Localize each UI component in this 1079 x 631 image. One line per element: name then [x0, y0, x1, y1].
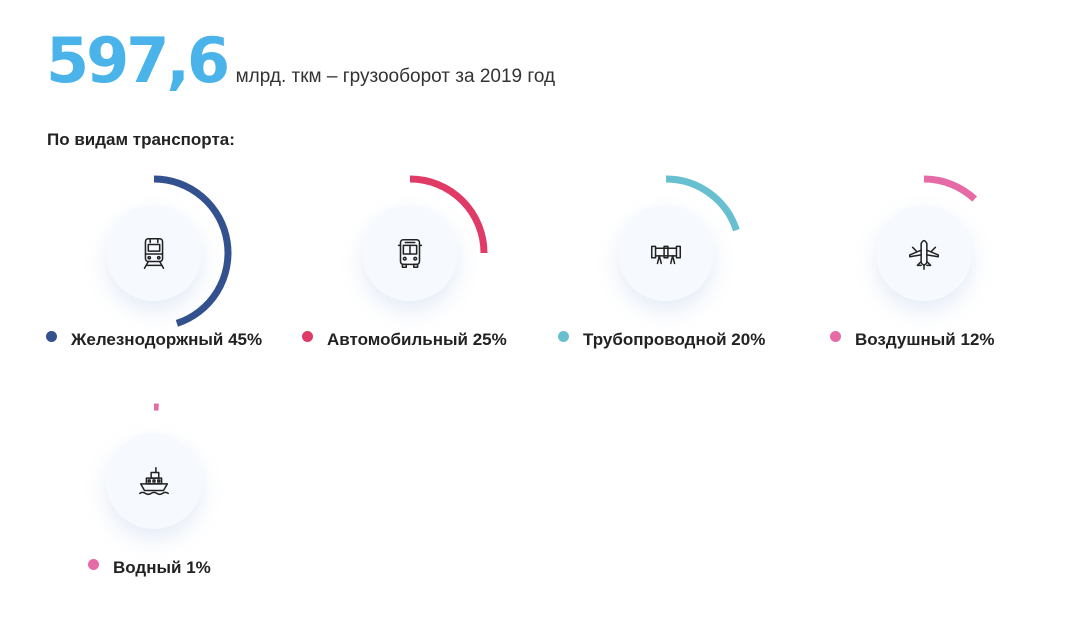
auto-legend-dot [302, 331, 313, 342]
auto-legend: Автомобильный 25% [302, 325, 532, 354]
rail-icon-circle [106, 205, 202, 301]
air-label: Воздушный [855, 330, 956, 349]
rail-label: Железнодоржный [71, 330, 224, 349]
pipeline-pct: 20% [731, 330, 766, 349]
water-icon-circle [106, 433, 202, 529]
auto-legend-text: Автомобильный 25% [327, 325, 507, 354]
rail-legend-dot [46, 331, 57, 342]
section-title: По видам транспорта: [47, 130, 235, 149]
water-pct: 1% [186, 558, 211, 577]
air-pct: 12% [960, 330, 995, 349]
rail-arc [153, 175, 232, 327]
pipeline-legend-text: Трубопроводной 20% [583, 325, 765, 354]
rail-pct: 45% [228, 330, 263, 349]
water-legend: Водный 1% [88, 553, 308, 582]
water-legend-dot [88, 559, 99, 570]
transport-item-rail: Железнодоржный 45% [46, 165, 296, 385]
pipeline-legend: Трубопроводной 20% [558, 325, 788, 354]
pipeline-label: Трубопроводной [583, 330, 727, 349]
pipeline-icon [650, 245, 682, 265]
ship-icon [138, 466, 170, 496]
air-legend-dot [830, 331, 841, 342]
airplane-icon [908, 239, 940, 270]
rail-legend-text: Железнодоржный 45% [71, 325, 262, 354]
air-icon-circle [876, 205, 972, 301]
air-legend: Воздушный 12% [830, 325, 1070, 354]
pipeline-arc [665, 175, 740, 232]
auto-pct: 25% [472, 330, 507, 349]
transport-item-pipeline: Трубопроводной 20% [558, 165, 808, 385]
air-arc [923, 175, 978, 202]
transport-item-auto: Автомобильный 25% [302, 165, 552, 385]
transport-item-air: Воздушный 12% [830, 165, 1079, 385]
pipeline-icon-circle [618, 205, 714, 301]
air-ring [923, 175, 978, 202]
train-icon [143, 237, 165, 269]
water-label: Водный [113, 558, 182, 577]
rail-legend: Железнодоржный 45% [46, 325, 276, 354]
pipeline-legend-dot [558, 331, 569, 342]
bus-icon [397, 238, 423, 269]
water-ring [153, 403, 159, 411]
freight-total-caption: млрд. ткм – грузооборот за 2019 год [235, 66, 556, 87]
auto-icon-circle [362, 205, 458, 301]
auto-arc [409, 175, 488, 254]
rail-ring [153, 175, 232, 327]
auto-ring [409, 175, 488, 254]
pipeline-ring [665, 175, 740, 232]
freight-total-value: 597,6 [46, 24, 230, 97]
water-legend-text: Водный 1% [113, 553, 211, 582]
auto-label: Автомобильный [327, 330, 468, 349]
air-legend-text: Воздушный 12% [855, 325, 995, 354]
transport-item-water: Водный 1% [88, 393, 338, 613]
headline: 597,6 млрд. ткм – грузооборот за 2019 го… [46, 24, 555, 97]
